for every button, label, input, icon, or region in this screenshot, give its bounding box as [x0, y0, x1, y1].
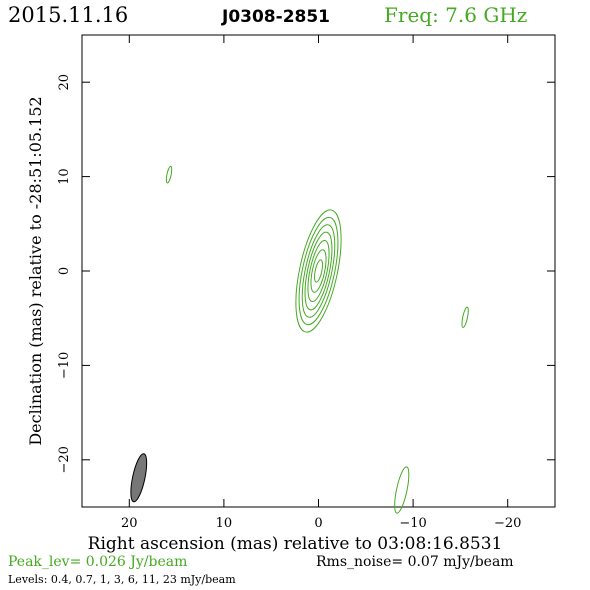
- x-tick-label: −10: [399, 516, 426, 531]
- rms-noise-text: Rms_noise= 0.07 mJy/beam: [316, 554, 514, 570]
- header-frequency: Freq: 7.6 GHz: [384, 3, 527, 27]
- x-tick-label: 10: [216, 516, 233, 531]
- beam-ellipse: [130, 453, 148, 503]
- core-contour: [301, 224, 336, 318]
- noise-contour: [165, 165, 173, 184]
- header-date: 2015.11.16: [8, 3, 128, 27]
- peak-level-text: Peak_lev= 0.026 Jy/beam: [8, 554, 187, 570]
- x-tick-label: 0: [314, 516, 322, 531]
- core-contour: [307, 239, 330, 303]
- noise-contour: [394, 466, 410, 514]
- y-tick-label: 20: [57, 74, 72, 91]
- core-contour: [313, 259, 324, 283]
- x-tick-label: 20: [121, 516, 138, 531]
- core-contour: [298, 216, 339, 326]
- x-tick-labels: 20 10 0 −10 −20: [121, 516, 521, 531]
- contour-levels-text: Levels: 0.4, 0.7, 1, 3, 6, 11, 23 mJy/be…: [8, 573, 236, 586]
- x-tick-label: −20: [494, 516, 521, 531]
- noise-contour: [461, 306, 469, 328]
- plot-frame: [81, 34, 556, 508]
- y-tick-labels: 20 10 0 −10 −20: [57, 74, 72, 474]
- core-contour: [295, 209, 342, 333]
- core-contour: [304, 231, 333, 311]
- noise-contour-group: [165, 165, 469, 514]
- y-tick-label: −20: [57, 446, 72, 473]
- beam-group: [130, 453, 148, 503]
- y-axis-label: Declination (mas) relative to -28:51:05.…: [26, 96, 45, 445]
- header-source: J0308-2851: [221, 7, 330, 27]
- axis-ticks: [82, 35, 555, 507]
- x-axis-label: Right ascension (mas) relative to 03:08:…: [88, 534, 503, 554]
- core-contour: [310, 249, 327, 293]
- y-tick-label: 10: [57, 168, 72, 185]
- y-tick-label: −10: [57, 352, 72, 379]
- contour-group: [295, 209, 342, 333]
- y-tick-label: 0: [57, 267, 72, 275]
